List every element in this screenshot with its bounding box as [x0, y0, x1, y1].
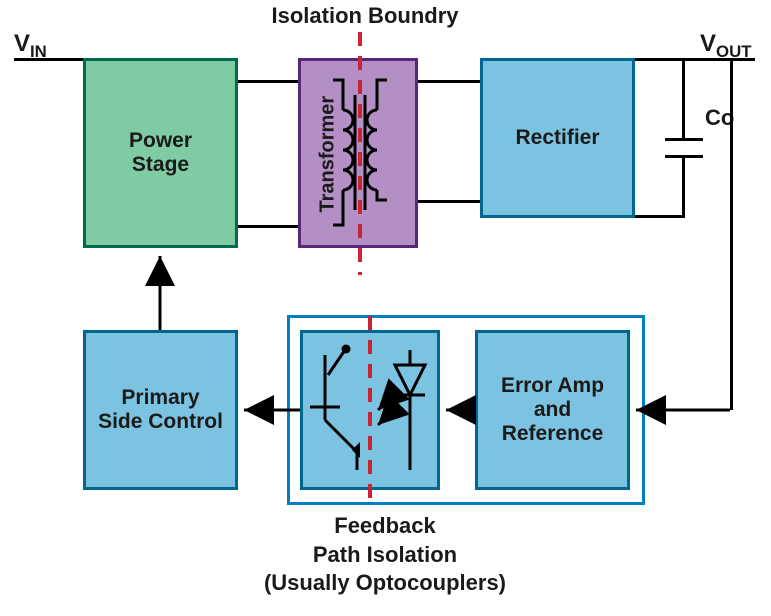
wire-ps-tx-top: [238, 80, 298, 83]
wire-rect-co-bot: [635, 215, 685, 218]
isolation-boundary-label: Isolation Boundry: [265, 3, 465, 29]
wire-fb-vert: [730, 58, 733, 410]
text: Isolation Boundry: [272, 3, 459, 28]
transformer-block: Transformer: [298, 58, 418, 248]
wire-tx-rect-bot: [418, 200, 480, 203]
wire-vout: [635, 58, 755, 61]
rectifier-label: Rectifier: [515, 126, 599, 150]
fb-l3: (Usually Optocouplers): [264, 570, 506, 595]
cap-plate-top: [665, 138, 703, 141]
vin-v: V: [14, 30, 30, 57]
wire-vin: [14, 58, 83, 61]
optocoupler-block: [300, 330, 440, 490]
diagram-canvas: Isolation Boundry VIN VOUT Co Power Stag…: [0, 0, 771, 616]
primary-side-control-block: Primary Side Control: [83, 330, 238, 490]
rectifier-block: Rectifier: [480, 58, 635, 218]
wire-co-top: [682, 58, 685, 138]
power-stage-label: Power Stage: [129, 129, 192, 177]
wire-tx-rect-top: [418, 80, 480, 83]
wire-ps-tx-bot: [238, 225, 298, 228]
wire-co-bot: [682, 158, 685, 218]
fb-l2: Path Isolation: [313, 542, 457, 567]
psc-label: Primary Side Control: [98, 386, 223, 434]
transformer-label: Transformer: [317, 113, 340, 213]
fb-l1: Feedback: [334, 513, 436, 538]
feedback-label: Feedback Path Isolation (Usually Optocou…: [230, 512, 540, 598]
error-amp-block: Error Amp and Reference: [475, 330, 630, 490]
vout-v: V: [700, 30, 716, 57]
cap-plate-bot: [665, 155, 703, 158]
error-amp-label: Error Amp and Reference: [501, 374, 604, 446]
power-stage-block: Power Stage: [83, 58, 238, 248]
